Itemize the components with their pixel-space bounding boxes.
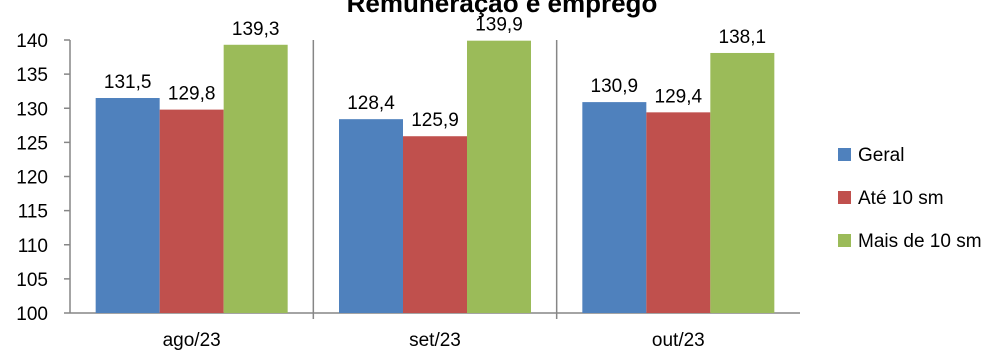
- bar-at-10-sm-out-23: [646, 112, 711, 313]
- y-tick-label: 105: [16, 270, 48, 291]
- legend-label: Até 10 sm: [858, 188, 944, 209]
- x-tick-label: set/23: [409, 330, 461, 351]
- bar-geral-set-23: [339, 119, 403, 313]
- x-tick-label: out/23: [652, 330, 705, 351]
- y-tick-label: 110: [18, 236, 48, 257]
- data-label: 139,3: [232, 19, 280, 40]
- bar-at-10-sm-ago-23: [159, 109, 224, 314]
- axes: 100 105 110 115 120 125 130 135 140 ago/23 set/23 o…: [16, 31, 800, 351]
- legend-label: Geral: [858, 145, 904, 166]
- data-label: 125,9: [411, 110, 459, 131]
- bar-mais-de-10-sm-ago-23: [223, 44, 288, 314]
- legend: Geral Até 10 sm Mais de 10 sm: [838, 145, 982, 252]
- legend-swatch: [838, 148, 851, 161]
- data-label: 129,8: [168, 84, 216, 105]
- y-tick-label: 100: [16, 304, 48, 325]
- data-labels-group: 131,5 129,8 139,3 128,4 125,9 139,9 130,9 129,4…: [104, 15, 766, 132]
- legend-swatch: [838, 191, 851, 204]
- data-label: 138,1: [719, 27, 767, 48]
- data-label: 139,9: [475, 15, 523, 36]
- bars-group: [95, 40, 775, 314]
- x-tick-label: ago/23: [163, 330, 221, 351]
- bar-mais-de-10-sm-out-23: [710, 52, 775, 313]
- y-tick-label: 115: [18, 202, 48, 223]
- y-tick-label: 125: [16, 133, 48, 154]
- y-tick-label: 135: [16, 65, 48, 86]
- chart-title: Remuneração e emprego: [347, 0, 658, 18]
- y-tick-label: 120: [16, 168, 48, 189]
- bar-geral-ago-23: [95, 98, 160, 313]
- data-label: 131,5: [104, 72, 152, 93]
- data-label: 130,9: [591, 76, 639, 97]
- bar-mais-de-10-sm-set-23: [467, 40, 531, 314]
- bar-at-10-sm-set-23: [403, 136, 467, 313]
- y-tick-label: 130: [16, 99, 48, 120]
- bar-geral-out-23: [582, 102, 647, 313]
- data-label: 129,4: [655, 86, 703, 107]
- data-label: 128,4: [347, 93, 395, 114]
- y-tick-label: 140: [16, 31, 48, 52]
- legend-swatch: [838, 234, 851, 247]
- legend-label: Mais de 10 sm: [858, 231, 982, 252]
